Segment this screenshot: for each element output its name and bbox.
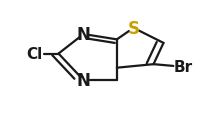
Text: S: S bbox=[127, 20, 140, 38]
Text: Br: Br bbox=[174, 60, 193, 75]
Text: N: N bbox=[77, 71, 91, 89]
Text: N: N bbox=[77, 26, 91, 44]
Text: Cl: Cl bbox=[26, 47, 43, 61]
